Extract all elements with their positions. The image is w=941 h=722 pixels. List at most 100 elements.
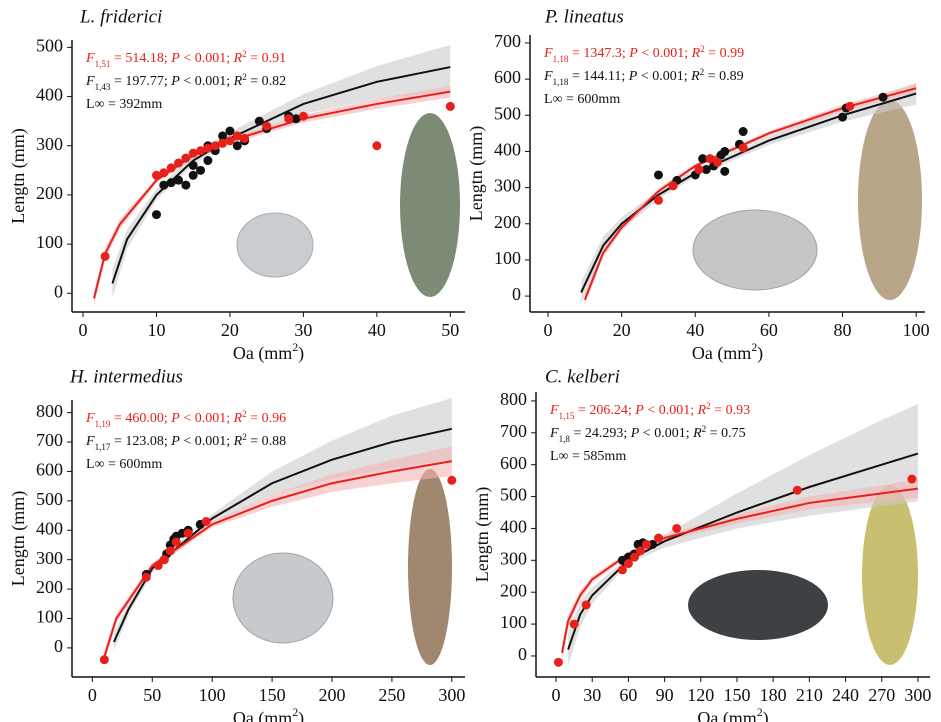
x-tick-label: 180 [760, 685, 787, 705]
text-part: = 0.96 [247, 411, 286, 426]
text-part: 2 [757, 706, 763, 719]
text-part: 1,8 [559, 434, 571, 444]
x-tick-label: 50 [143, 685, 161, 705]
text-part: < 0.001; [180, 74, 234, 89]
confidence-band [104, 446, 452, 665]
text-part: = 123.08; [110, 434, 171, 449]
confidence-band [581, 82, 917, 304]
text-part: < 0.001; [180, 411, 234, 426]
data-point [99, 655, 109, 665]
text-part: < 0.001; [180, 51, 234, 66]
text-part: 1,19 [95, 419, 111, 429]
text-part: = 0.89 [704, 69, 743, 84]
text-part: 1,43 [95, 82, 111, 92]
data-point [445, 101, 455, 111]
text-part: L∞ = 600mm [86, 457, 162, 472]
data-point [569, 619, 579, 629]
stat-annotation: L∞ = 392mm [86, 97, 162, 112]
x-tick-label: 30 [583, 685, 601, 705]
data-point [159, 180, 169, 190]
text-part: 1,18 [553, 77, 569, 87]
text-part: = 206.24; [574, 403, 635, 418]
x-tick-label: 20 [613, 320, 631, 340]
y-tick-label: 0 [54, 281, 63, 301]
text-part: Oa (mm [692, 343, 751, 364]
data-point [617, 565, 627, 575]
text-part: R [233, 434, 243, 449]
panel-title: L. friderici [79, 6, 162, 27]
data-point [232, 141, 242, 151]
data-point [181, 153, 191, 163]
stat-annotation: F1,51 = 514.18; P < 0.001; R2 = 0.91 [85, 49, 286, 69]
data-point [668, 181, 678, 191]
data-point [174, 158, 184, 168]
x-tick-label: 50 [441, 320, 459, 340]
data-point [838, 112, 848, 122]
y-tick-label: 600 [500, 453, 527, 473]
x-tick-label: 200 [319, 685, 346, 705]
text-part: P [630, 426, 640, 441]
y-tick-label: 200 [36, 577, 63, 597]
data-point [694, 165, 704, 175]
text-part: = 0.88 [247, 434, 286, 449]
text-part: = 0.99 [705, 46, 744, 61]
x-tick-label: 80 [834, 320, 852, 340]
text-part: F [549, 426, 559, 441]
text-part: 2 [242, 409, 247, 419]
text-part: 2 [292, 706, 298, 719]
data-point [159, 555, 169, 565]
x-tick-label: 0 [79, 320, 88, 340]
text-part: R [233, 411, 243, 426]
x-tick-label: 100 [903, 320, 930, 340]
panel-title: H. intermedius [69, 366, 183, 387]
confidence-band [568, 404, 918, 666]
text-part: P [634, 403, 644, 418]
fish-image [408, 469, 452, 665]
y-tick-label: 0 [512, 284, 521, 304]
x-axis-label: Oa (mm2) [692, 341, 763, 364]
stat-annotation: F1,18 = 1347.3; P < 0.001; R2 = 0.99 [543, 44, 744, 64]
y-axis-label: Lengtn (mm) [8, 128, 29, 223]
otolith-image [692, 209, 818, 291]
confidence-band [94, 85, 451, 306]
x-tick-label: 30 [294, 320, 312, 340]
y-tick-label: 500 [36, 36, 63, 56]
text-part: = 144.11; [568, 69, 628, 84]
y-tick-label: 600 [36, 460, 63, 480]
text-part: = 460.00; [110, 411, 171, 426]
x-tick-label: 300 [904, 685, 931, 705]
x-tick-label: 0 [544, 320, 553, 340]
panel: C. kelberi 0 100 200 300 400 500 600 700 800 0 30 60… [472, 366, 931, 722]
text-part: 2 [242, 432, 247, 442]
y-tick-label: 500 [494, 103, 521, 123]
x-tick-label: 20 [221, 320, 239, 340]
y-tick-label: 600 [494, 67, 521, 87]
text-part: P [628, 46, 638, 61]
text-part: P [170, 74, 180, 89]
data-point [642, 539, 652, 549]
data-point [196, 146, 206, 156]
data-point [907, 474, 917, 484]
stat-annotation: L∞ = 600mm [86, 457, 162, 472]
text-part: = 514.18; [110, 51, 171, 66]
data-point [225, 126, 235, 136]
data-point [181, 180, 191, 190]
data-point [174, 175, 184, 185]
text-part: 1,15 [559, 411, 575, 421]
y-tick-label: 200 [500, 580, 527, 600]
stat-annotation: F1,17 = 123.08; P < 0.001; R2 = 0.88 [85, 432, 286, 452]
data-point [183, 528, 193, 538]
y-tick-label: 300 [36, 548, 63, 568]
x-tick-label: 300 [438, 685, 465, 705]
data-point [720, 166, 730, 176]
y-tick-label: 400 [494, 140, 521, 160]
y-tick-label: 100 [36, 232, 63, 252]
text-part: R [691, 46, 701, 61]
y-tick-label: 100 [36, 607, 63, 627]
confidence-band [562, 479, 918, 663]
otolith-image [236, 212, 314, 278]
text-part: R [690, 69, 700, 84]
y-tick-label: 700 [36, 430, 63, 450]
text-part: = 0.82 [247, 74, 286, 89]
text-part: L∞ = 600mm [544, 92, 620, 107]
